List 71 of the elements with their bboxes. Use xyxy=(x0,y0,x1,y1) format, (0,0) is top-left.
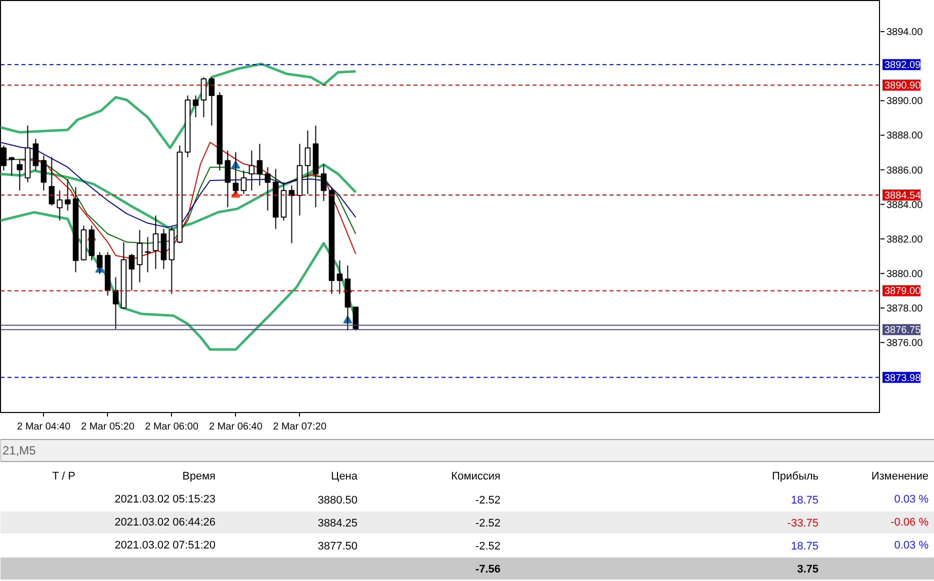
text: 0.03 % xyxy=(894,540,929,552)
candlestick xyxy=(96,252,103,274)
ref-line-label: 3873.98 xyxy=(884,372,922,384)
y-tick-label: 3890.00 xyxy=(886,96,924,108)
text: -2.52 xyxy=(475,518,501,530)
y-tick-label: 3882.00 xyxy=(886,234,924,246)
x-tick-label: 2 Mar 04:40 xyxy=(17,422,71,432)
candlestick xyxy=(240,170,247,194)
x-tick-label: 2 Mar 06:00 xyxy=(145,422,199,432)
candlestick xyxy=(64,178,71,212)
x-tick-label: 2 Mar 06:40 xyxy=(209,422,263,432)
y-tick-label: 3884.00 xyxy=(886,200,924,211)
category-label: Прибыль xyxy=(772,470,819,482)
candlestick xyxy=(224,150,231,208)
category-label: Изменение xyxy=(871,470,929,482)
text: 2021.03.02 06:44:26 xyxy=(114,516,216,528)
text: 3877.50 xyxy=(318,540,358,552)
y-tick-label: 3880.00 xyxy=(886,268,924,280)
line-series xyxy=(0,142,356,228)
text: -7.56 xyxy=(475,564,501,576)
category-label: T / P xyxy=(52,470,76,482)
candlestick xyxy=(352,306,359,331)
candlestick xyxy=(208,76,215,126)
category-label: Цена xyxy=(331,470,358,482)
text: -2.52 xyxy=(475,494,501,506)
text: -2.52 xyxy=(475,540,501,552)
text: 3.75 xyxy=(797,564,819,576)
y-tick-label: 3894.00 xyxy=(886,27,924,38)
candlestick xyxy=(152,215,159,270)
ref-line-label: 3879.00 xyxy=(884,286,922,298)
text: 0.03 % xyxy=(894,494,929,506)
line-series xyxy=(0,62,357,150)
text: -33.75 xyxy=(787,518,819,530)
text: 3880.50 xyxy=(318,494,358,506)
category-label: Комиссия xyxy=(451,470,501,482)
ref-line-label: 3890.90 xyxy=(884,80,922,92)
ref-line-label: 3884.54 xyxy=(884,190,922,202)
y-tick-label: 3886.00 xyxy=(886,165,924,176)
candlestick xyxy=(8,156,15,176)
x-tick-label: 2 Mar 05:20 xyxy=(81,422,135,432)
text: 18.75 xyxy=(790,494,819,506)
candlestick xyxy=(128,253,135,292)
candlestick xyxy=(48,156,55,206)
category-label: Время xyxy=(182,470,216,482)
candlestick xyxy=(248,150,255,192)
candlestick xyxy=(192,95,199,118)
candlestick xyxy=(256,143,263,186)
candlestick xyxy=(40,155,47,192)
candlestick xyxy=(112,276,119,330)
y-tick-label: 3888.00 xyxy=(886,130,924,142)
candlestick xyxy=(336,260,343,294)
text: -0.06 % xyxy=(890,516,929,528)
candlestick xyxy=(32,138,39,171)
text: 21,M5 xyxy=(2,444,36,458)
text: 2021.03.02 07:51:20 xyxy=(114,540,216,552)
ref-line-label: 3892.09 xyxy=(884,60,922,72)
candlestick xyxy=(304,130,311,194)
candlestick xyxy=(136,229,143,283)
candlestick xyxy=(200,76,207,118)
candlestick xyxy=(288,185,295,244)
y-tick-label: 3876.00 xyxy=(886,338,924,350)
text: 3884.25 xyxy=(318,518,358,530)
candlestick xyxy=(56,190,63,222)
x-tick-label: 2 Mar 07:20 xyxy=(273,422,327,432)
text: 2021.03.02 05:15:23 xyxy=(114,494,216,506)
candlestick xyxy=(320,163,327,202)
candlestick xyxy=(264,166,271,212)
y-tick-label: 3878.00 xyxy=(886,303,924,314)
candlestick xyxy=(16,158,23,192)
text: 18.75 xyxy=(790,540,819,552)
ref-line-label: 3876.75 xyxy=(884,325,922,336)
